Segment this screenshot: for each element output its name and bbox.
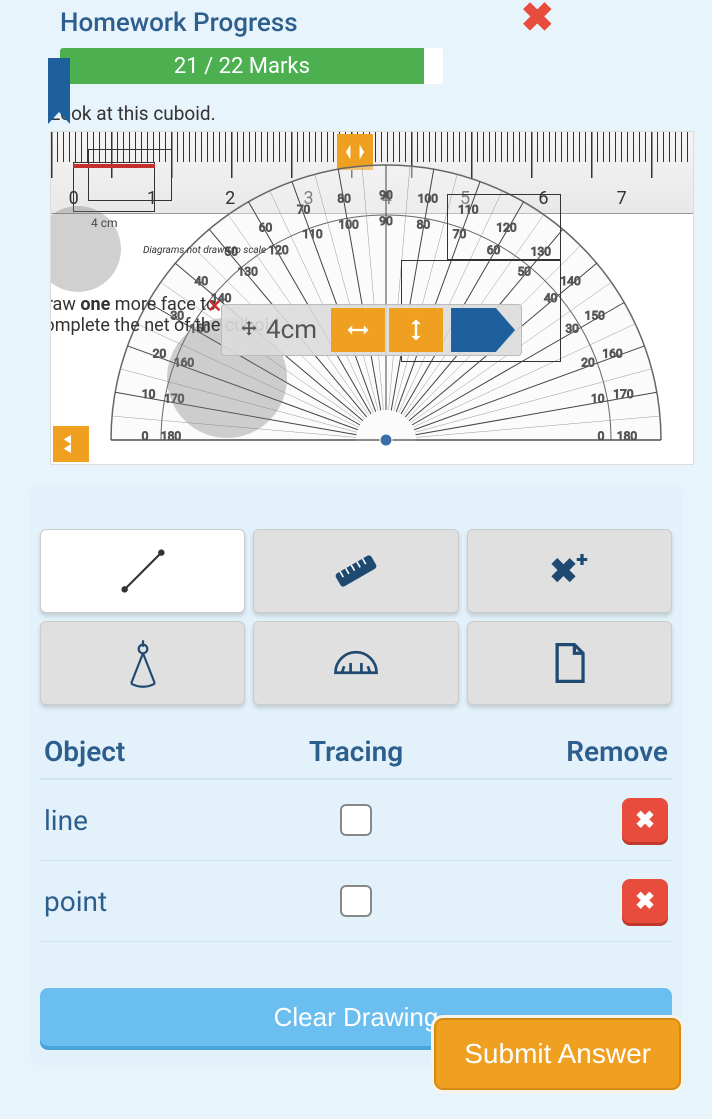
svg-text:0: 0 xyxy=(142,429,149,443)
svg-text:110: 110 xyxy=(302,227,322,241)
svg-text:10: 10 xyxy=(142,387,156,401)
table-row: line ✖ xyxy=(40,780,672,861)
submit-answer-button[interactable]: Submit Answer xyxy=(433,1017,682,1091)
col-tracing: Tracing xyxy=(252,735,460,768)
move-icon xyxy=(238,319,260,341)
flip-handle-icon[interactable] xyxy=(53,426,89,462)
svg-text:120: 120 xyxy=(268,243,288,257)
progress-score: 21 / 22 Marks xyxy=(174,54,310,79)
svg-text:60: 60 xyxy=(259,220,273,234)
objects-table: Object Tracing Remove line ✖ point ✖ xyxy=(40,725,672,942)
line-tool[interactable] xyxy=(40,529,245,613)
page-title: Homework Progress xyxy=(18,0,694,48)
svg-text:30: 30 xyxy=(565,322,579,336)
error-x-icon: ✕ xyxy=(207,296,222,317)
ruler-tool[interactable] xyxy=(253,529,458,613)
object-name: point xyxy=(44,885,252,918)
close-icon[interactable]: ✖ xyxy=(520,0,554,41)
drawing-canvas[interactable]: 0 1 2 3 4 5 6 7 018010170201603015040140… xyxy=(50,131,694,465)
point-tool[interactable]: ✖+ xyxy=(467,529,672,613)
remove-button[interactable]: ✖ xyxy=(622,798,668,842)
svg-text:20: 20 xyxy=(581,355,595,369)
net-face xyxy=(447,194,561,260)
svg-text:90: 90 xyxy=(379,188,393,202)
objects-table-header: Object Tracing Remove xyxy=(40,725,672,780)
page-tool[interactable] xyxy=(467,621,672,705)
col-remove: Remove xyxy=(460,735,668,768)
svg-text:0: 0 xyxy=(598,429,605,443)
svg-text:180: 180 xyxy=(161,429,181,443)
bookmark-icon[interactable] xyxy=(48,58,70,112)
question-intro: Look at this cuboid. xyxy=(18,84,694,125)
svg-text:10: 10 xyxy=(591,392,605,406)
svg-text:80: 80 xyxy=(337,192,351,206)
svg-text:130: 130 xyxy=(238,264,258,278)
svg-text:+: + xyxy=(577,548,589,573)
col-object: Object xyxy=(44,735,252,768)
cuboid-highlight-edge xyxy=(73,164,155,168)
svg-text:90: 90 xyxy=(379,214,393,228)
confirm-arrow-button[interactable] xyxy=(451,308,515,352)
protractor-tool[interactable] xyxy=(253,621,458,705)
svg-text:100: 100 xyxy=(339,217,359,231)
tools-panel: ✖+ Object Tracing Remove line ✖ xyxy=(30,485,682,1066)
scale-note: Diagrams not drawn to scale xyxy=(143,245,266,256)
svg-text:✖: ✖ xyxy=(550,552,579,592)
progress-bar-fill: 21 / 22 Marks xyxy=(60,48,424,84)
svg-text:140: 140 xyxy=(560,274,580,288)
tracing-checkbox[interactable] xyxy=(340,885,372,917)
cuboid-diagram xyxy=(73,162,155,212)
size-readout: 4cm xyxy=(228,315,327,345)
table-row: point ✖ xyxy=(40,861,672,942)
tracing-checkbox[interactable] xyxy=(340,804,372,836)
svg-text:180: 180 xyxy=(617,429,637,443)
compass-tool[interactable] xyxy=(40,621,245,705)
progress-bar-track: 21 / 22 Marks xyxy=(60,48,443,84)
svg-text:40: 40 xyxy=(195,274,209,288)
resize-vertical-button[interactable] xyxy=(389,308,443,352)
remove-button[interactable]: ✖ xyxy=(622,879,668,923)
resize-horizontal-button[interactable] xyxy=(331,308,385,352)
svg-text:20: 20 xyxy=(153,347,167,361)
svg-text:160: 160 xyxy=(602,347,622,361)
svg-text:150: 150 xyxy=(585,309,605,323)
svg-text:70: 70 xyxy=(297,203,311,217)
tool-grid: ✖+ xyxy=(40,529,672,705)
resize-toolbar[interactable]: 4cm xyxy=(221,304,522,356)
object-name: line xyxy=(44,804,252,837)
svg-text:100: 100 xyxy=(418,192,438,206)
svg-text:80: 80 xyxy=(417,217,431,231)
svg-text:170: 170 xyxy=(613,387,633,401)
